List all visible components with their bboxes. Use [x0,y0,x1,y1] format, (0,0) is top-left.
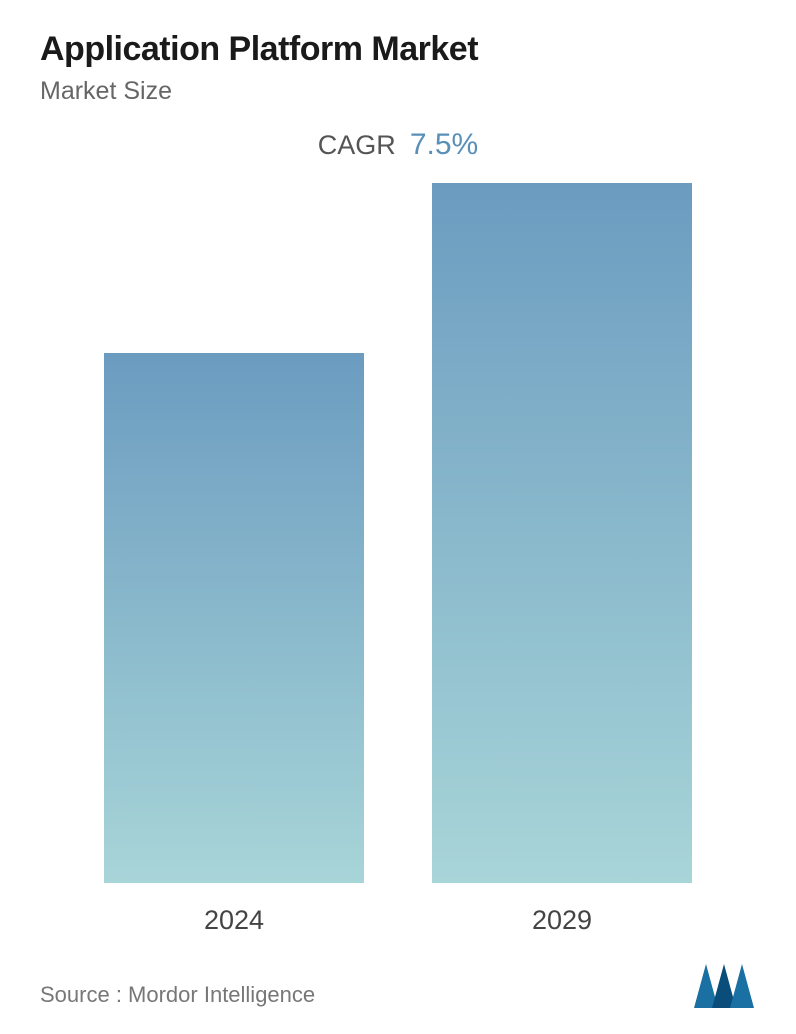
bar-group-1: 2029 [432,183,692,936]
chart-subtitle: Market Size [40,77,756,106]
footer: Source : Mordor Intelligence [40,964,756,1014]
cagr-value: 7.5% [410,128,478,162]
bar-2029 [432,183,692,883]
cagr-label: CAGR [318,130,396,161]
bar-label-2024: 2024 [204,905,264,936]
chart-area: 2024 2029 [40,182,756,936]
bar-2024 [104,353,364,883]
brand-logo-icon [694,964,756,1008]
cagr-row: CAGR 7.5% [40,128,756,162]
bar-group-0: 2024 [104,353,364,936]
chart-title: Application Platform Market [40,30,756,69]
bar-label-2029: 2029 [532,905,592,936]
source-text: Source : Mordor Intelligence [40,982,315,1008]
